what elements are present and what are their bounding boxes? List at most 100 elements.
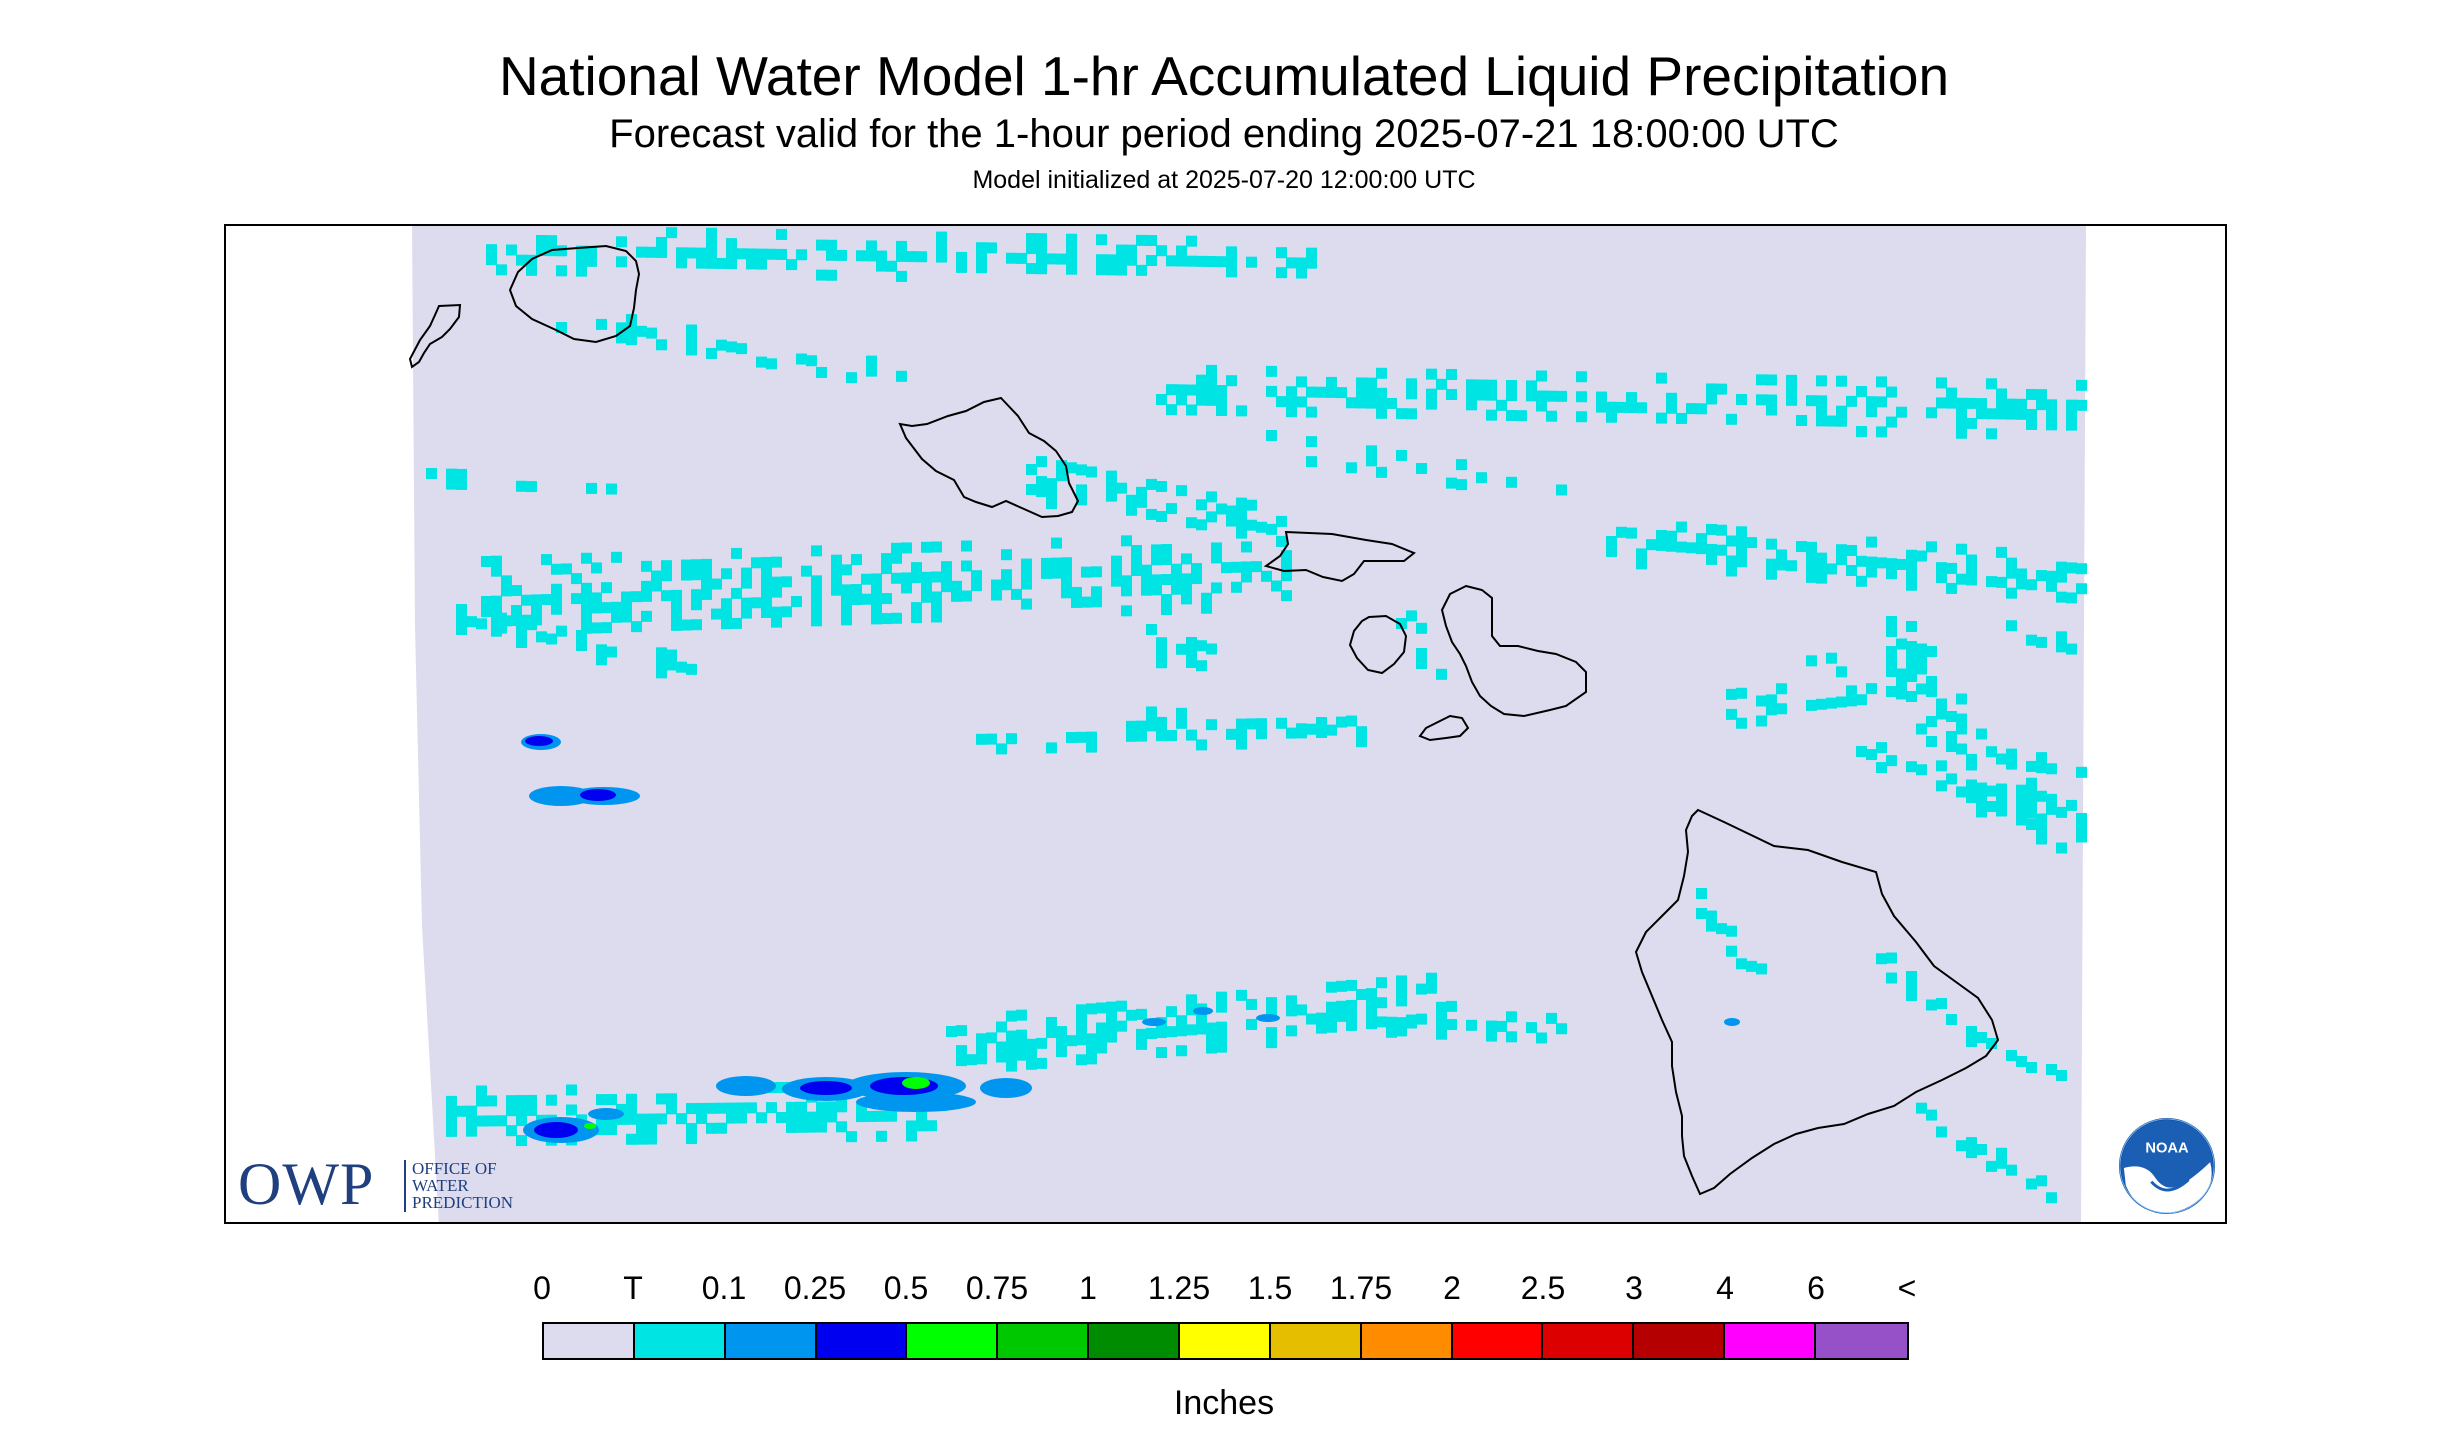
precip-cell-trace: [836, 1121, 847, 1133]
precip-cell-trace: [1896, 406, 1907, 418]
precip-cell-trace: [1866, 406, 1877, 418]
precip-cell-trace: [671, 599, 682, 611]
precip-cell-trace: [976, 242, 987, 254]
precip-cell-trace: [1966, 779, 1977, 791]
precip-cell-trace: [2006, 408, 2017, 420]
legend-swatch-6: [1089, 1324, 1181, 1358]
precip-cell-trace: [1196, 255, 1207, 267]
precip-cell-trace: [1776, 549, 1787, 561]
precip-cell-trace: [1976, 398, 1987, 410]
precip-cell-trace: [656, 246, 667, 258]
precip-cell-trace: [1936, 397, 1947, 409]
precip-cell-trace: [1241, 571, 1252, 583]
precip-cell-trace: [1281, 560, 1292, 572]
precip-cell-trace: [1366, 397, 1377, 409]
precip-cell-trace: [1216, 1001, 1227, 1013]
precip-cell-trace: [761, 576, 772, 588]
owp-logo-divider: [404, 1160, 406, 1212]
precip-cell-trace: [931, 601, 942, 613]
precip-cell-trace: [1446, 1019, 1457, 1031]
precip-cell-trace: [1726, 565, 1737, 577]
precip-cell-trace: [776, 228, 787, 240]
precip-cell-trace: [1466, 389, 1477, 401]
precip-cell-trace: [1826, 652, 1837, 664]
precip-cell-trace: [531, 604, 542, 616]
precip-cell-trace: [691, 589, 702, 601]
precip-cell-trace: [1146, 235, 1157, 247]
precip-cell-trace: [1211, 582, 1222, 594]
precip-cell-trace: [1006, 1060, 1017, 1072]
precip-cell-trace: [1306, 257, 1317, 269]
precip-cell-trace: [921, 541, 932, 553]
precip-cell-trace: [1356, 726, 1367, 738]
precip-cell-trace: [1136, 496, 1147, 508]
precip-cell-trace: [1276, 515, 1287, 527]
precip-cell-trace: [681, 569, 692, 581]
precip-cell-trace: [581, 602, 592, 614]
precip-cell-trace: [1226, 266, 1237, 278]
precip-cell-trace: [1716, 383, 1727, 395]
precip-cell-trace: [911, 572, 922, 584]
precip-cell-trace: [1966, 1147, 1977, 1159]
precip-cell-trace: [1126, 730, 1137, 742]
precip-cell-trace: [1466, 379, 1477, 391]
precip-cell-trace: [871, 613, 882, 625]
precip-cell-trace: [2046, 1064, 2057, 1075]
precip-cell-trace: [986, 242, 997, 254]
precip-cell-trace: [746, 248, 757, 260]
precip-cell-trace: [506, 1095, 517, 1107]
precip-cell-trace: [2036, 570, 2047, 582]
precip-cell-trace: [2076, 583, 2087, 595]
precip-cell-trace: [841, 594, 852, 606]
precip-cell-trace: [1171, 583, 1182, 595]
precip-cell-trace: [881, 563, 892, 575]
precip-cell-trace: [656, 1113, 667, 1125]
precip-cell-trace: [491, 595, 502, 607]
precip-cell-trace: [1171, 573, 1182, 585]
precip-cell-trace: [521, 594, 532, 606]
precip-cell-trace: [906, 1120, 917, 1132]
legend-tick-label: 0.75: [965, 1270, 1029, 1306]
precip-cell-trace: [1636, 548, 1647, 560]
precip-cell-trace: [1286, 995, 1297, 1007]
precip-cell-trace: [916, 251, 927, 263]
precip-cell-trace: [2026, 807, 2037, 819]
precip-cell-trace: [1876, 762, 1887, 774]
precip-cell-trace: [751, 557, 762, 569]
precip-cell-trace: [1936, 780, 1947, 792]
precip-cell-trace: [796, 353, 807, 365]
legend-tick-label: 1.25: [1147, 1270, 1211, 1306]
precip-cell-trace: [1886, 646, 1897, 657]
precip-cell-trace: [466, 1115, 477, 1127]
precip-cell-moderate: [800, 1081, 852, 1095]
precip-cell-trace: [931, 591, 942, 603]
precip-cell-trace: [501, 585, 512, 597]
precip-cell-trace: [1836, 415, 1847, 427]
precip-cell-trace: [1196, 519, 1207, 531]
precip-cell-trace: [991, 589, 1002, 601]
precip-cell-trace: [571, 573, 582, 585]
precip-cell-trace: [651, 580, 662, 592]
precip-cell-trace: [1956, 397, 1967, 409]
precip-cell-trace: [536, 234, 547, 246]
precip-cell-trace: [1076, 1054, 1087, 1066]
precip-cell-trace: [826, 239, 837, 251]
precip-cell-trace: [1726, 708, 1737, 720]
precip-cell-trace: [1236, 718, 1247, 730]
precip-cell-trace: [1936, 562, 1947, 574]
precip-cell-trace: [1836, 405, 1847, 417]
precip-cell-trace: [1606, 536, 1617, 547]
precip-cell-trace: [1196, 374, 1207, 386]
precip-cell-trace: [851, 584, 862, 596]
precip-cell-trace: [541, 594, 552, 606]
legend-swatch-8: [1270, 1324, 1362, 1358]
precip-cell-trace: [1226, 728, 1237, 740]
precip-cell-trace: [1036, 486, 1047, 498]
precip-cell-trace: [1096, 254, 1107, 266]
precip-cell-trace: [1626, 392, 1637, 404]
precip-cell-trace: [1656, 412, 1667, 424]
precip-cell-trace: [1211, 542, 1222, 554]
precip-cell-trace: [446, 478, 457, 490]
precip-cell-trace: [1636, 402, 1647, 414]
precip-cell-trace: [1936, 708, 1947, 720]
